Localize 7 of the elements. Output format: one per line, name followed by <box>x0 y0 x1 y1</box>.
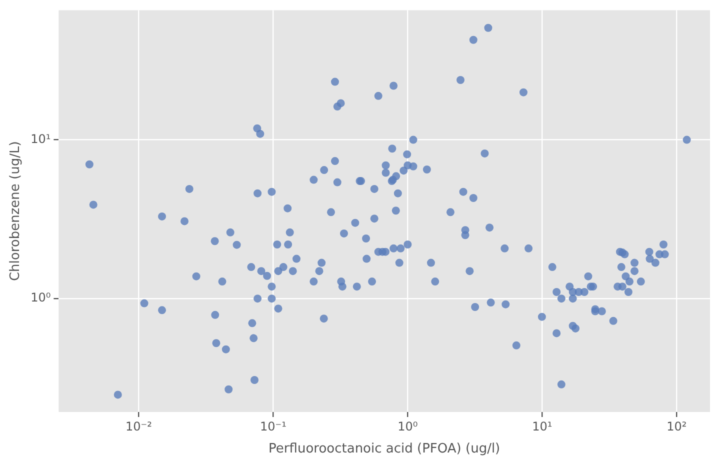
x-tick-label: 10¹ <box>532 419 552 434</box>
x-tick-label: 10² <box>666 419 687 434</box>
y-axis-title: Chlorobenzene (ug/L) <box>8 141 24 282</box>
x-axis-title: Perfluorooctanoic acid (PFOA) (ug/l) <box>268 442 500 457</box>
x-tick-label: 10⁻² <box>126 419 152 434</box>
x-tick-label: 10⁻¹ <box>260 419 287 434</box>
x-tick-label: 10⁰ <box>398 419 418 434</box>
